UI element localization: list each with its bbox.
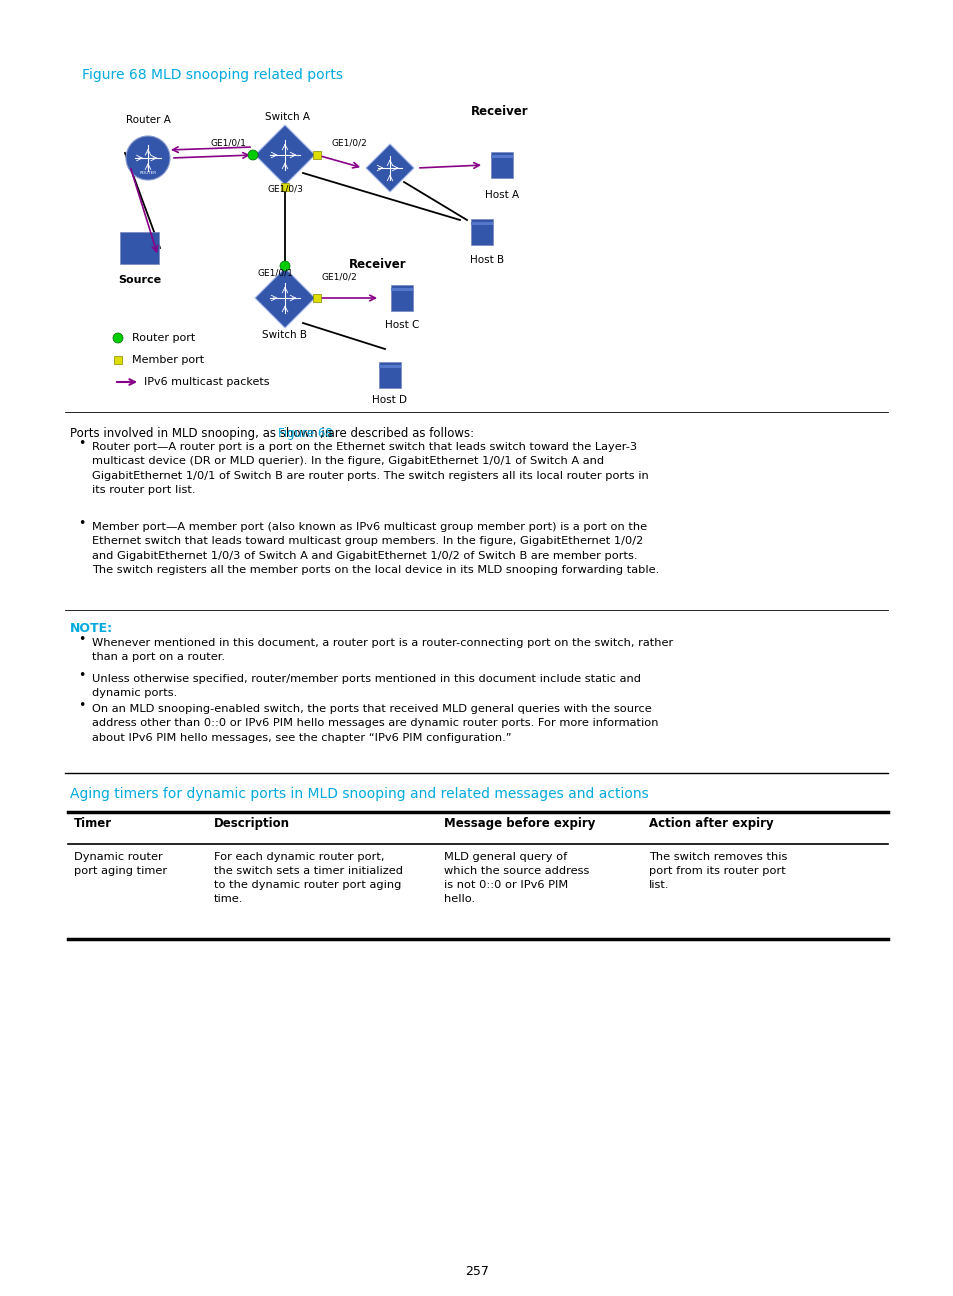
Bar xyxy=(471,222,493,226)
Text: GE1/0/1: GE1/0/1 xyxy=(210,139,246,148)
Bar xyxy=(313,152,320,159)
Text: •: • xyxy=(78,670,86,683)
Text: For each dynamic router port,
the switch sets a timer initialized
to the dynamic: For each dynamic router port, the switch… xyxy=(213,851,402,905)
Text: Action after expiry: Action after expiry xyxy=(648,816,773,829)
Text: Aging timers for dynamic ports in MLD snooping and related messages and actions: Aging timers for dynamic ports in MLD sn… xyxy=(70,787,648,801)
Circle shape xyxy=(280,260,290,271)
Text: •: • xyxy=(78,634,86,647)
Text: MLD general query of
which the source address
is not 0::0 or IPv6 PIM
hello.: MLD general query of which the source ad… xyxy=(443,851,589,905)
Bar xyxy=(113,356,122,364)
Text: GE1/0/2: GE1/0/2 xyxy=(322,273,357,283)
Text: Figure 68 MLD snooping related ports: Figure 68 MLD snooping related ports xyxy=(82,67,343,82)
Text: •: • xyxy=(78,517,86,530)
Text: Unless otherwise specified, router/member ports mentioned in this document inclu: Unless otherwise specified, router/membe… xyxy=(91,674,640,699)
Text: GE1/0/3: GE1/0/3 xyxy=(268,185,304,194)
Text: Figure 68: Figure 68 xyxy=(277,426,332,441)
Circle shape xyxy=(112,333,123,343)
Bar xyxy=(391,288,413,292)
Text: 257: 257 xyxy=(464,1265,489,1278)
Text: On an MLD snooping-enabled switch, the ports that received MLD general queries w: On an MLD snooping-enabled switch, the p… xyxy=(91,704,658,743)
Text: Whenever mentioned in this document, a router port is a router-connecting port o: Whenever mentioned in this document, a r… xyxy=(91,638,673,662)
Circle shape xyxy=(126,136,170,180)
Bar xyxy=(378,362,400,388)
Bar xyxy=(281,183,289,191)
Bar xyxy=(491,152,513,178)
Polygon shape xyxy=(366,144,414,192)
Text: The switch removes this
port from its router port
list.: The switch removes this port from its ro… xyxy=(648,851,786,890)
Bar xyxy=(471,219,493,245)
Text: Description: Description xyxy=(213,816,290,829)
Bar xyxy=(120,232,159,263)
Text: •: • xyxy=(78,438,86,451)
Text: Ports involved in MLD snooping, as shown in: Ports involved in MLD snooping, as shown… xyxy=(70,426,335,441)
Text: IPv6 multicast packets: IPv6 multicast packets xyxy=(144,377,269,388)
Text: Switch A: Switch A xyxy=(265,111,310,122)
Text: •: • xyxy=(78,700,86,713)
Text: Message before expiry: Message before expiry xyxy=(443,816,595,829)
Text: Router A: Router A xyxy=(126,115,171,124)
Text: ROUTER: ROUTER xyxy=(139,171,156,175)
Text: Host C: Host C xyxy=(384,320,418,330)
Circle shape xyxy=(248,150,257,159)
Text: GE1/0/1: GE1/0/1 xyxy=(257,270,294,279)
Bar xyxy=(391,285,413,311)
Text: Receiver: Receiver xyxy=(471,105,528,118)
Bar xyxy=(378,365,400,368)
Text: Switch B: Switch B xyxy=(262,330,307,340)
Text: Dynamic router
port aging timer: Dynamic router port aging timer xyxy=(74,851,167,876)
Text: Receiver: Receiver xyxy=(349,258,406,271)
Text: , are described as follows:: , are described as follows: xyxy=(320,426,474,441)
Text: GE1/0/2: GE1/0/2 xyxy=(332,139,367,148)
Text: Router port—A router port is a port on the Ethernet switch that leads switch tow: Router port—A router port is a port on t… xyxy=(91,442,648,495)
Polygon shape xyxy=(254,124,314,185)
Text: Host B: Host B xyxy=(470,255,503,264)
Text: Member port: Member port xyxy=(132,355,204,365)
Bar xyxy=(491,156,513,158)
Text: Member port—A member port (also known as IPv6 multicast group member port) is a : Member port—A member port (also known as… xyxy=(91,522,659,575)
Text: Router port: Router port xyxy=(132,333,195,343)
Bar xyxy=(313,294,320,302)
Text: Host A: Host A xyxy=(484,191,518,200)
Text: Source: Source xyxy=(118,275,161,285)
Text: Host D: Host D xyxy=(372,395,407,404)
Text: NOTE:: NOTE: xyxy=(70,622,113,635)
Polygon shape xyxy=(254,268,314,328)
Text: Timer: Timer xyxy=(74,816,112,829)
